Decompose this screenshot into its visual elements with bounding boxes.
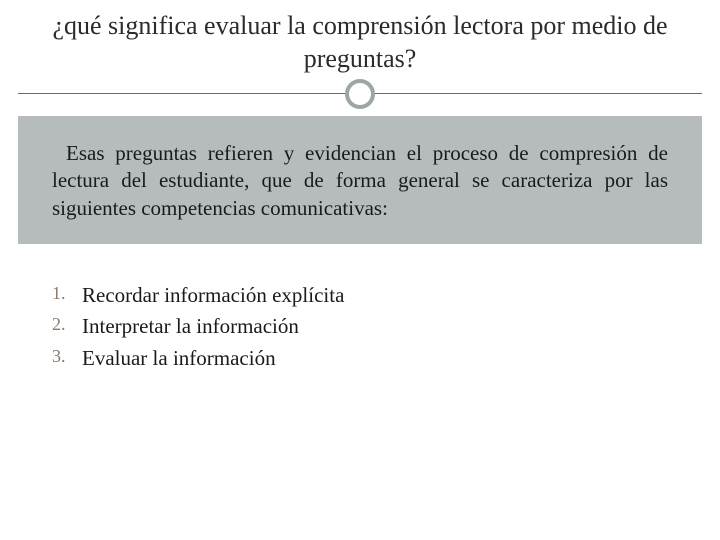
list-item: Interpretar la información <box>52 311 702 343</box>
decor-circle-icon <box>345 79 375 109</box>
title-section: ¿qué significa evaluar la comprensión le… <box>18 10 702 94</box>
list-item: Evaluar la información <box>52 343 702 375</box>
slide-container: ¿qué significa evaluar la comprensión le… <box>0 0 720 540</box>
list-item: Recordar información explícita <box>52 280 702 312</box>
slide-title: ¿qué significa evaluar la comprensión le… <box>38 10 682 75</box>
body-box: Esas preguntas refieren y evidencian el … <box>18 116 702 244</box>
competency-list: Recordar información explícita Interpret… <box>18 280 702 375</box>
body-paragraph: Esas preguntas refieren y evidencian el … <box>52 140 668 222</box>
